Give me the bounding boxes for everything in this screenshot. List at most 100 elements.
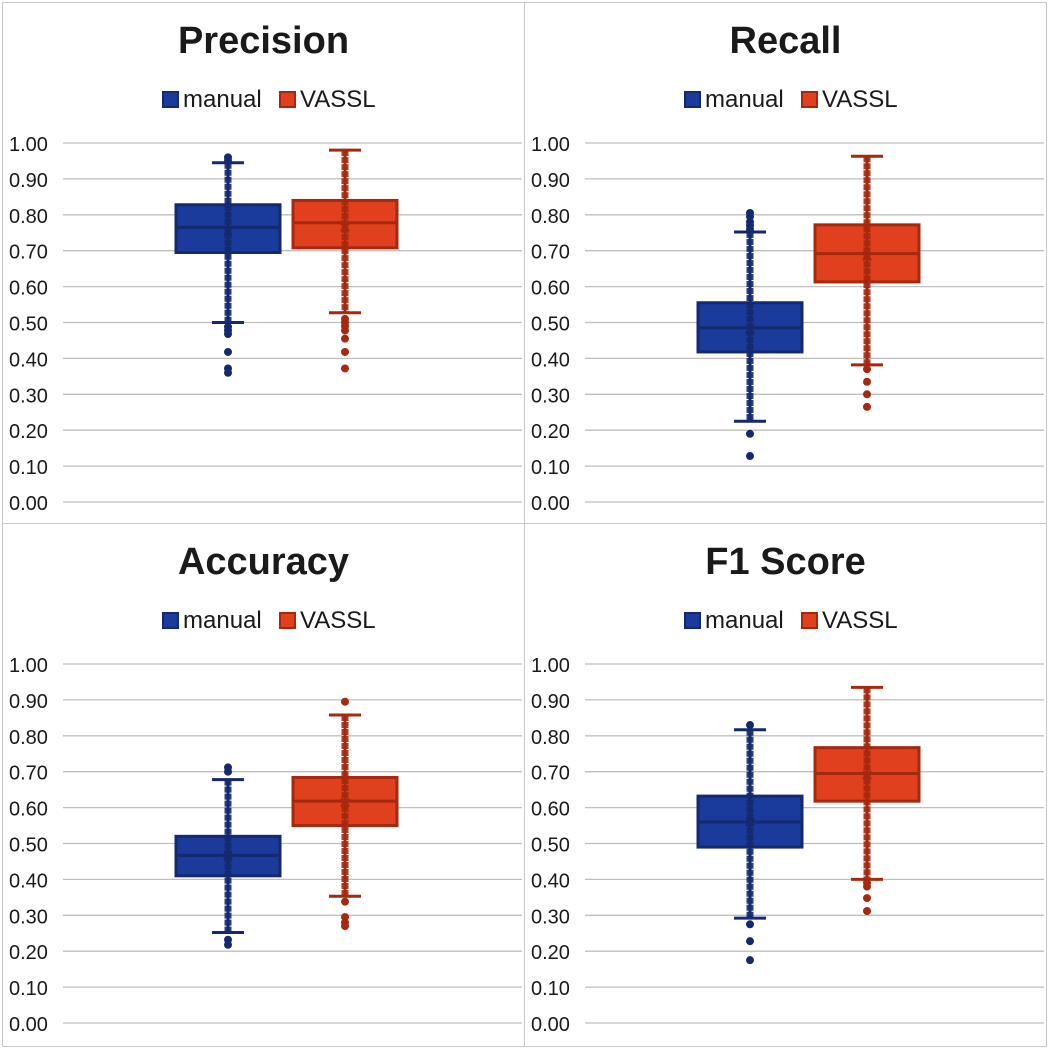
recall-chart: Recall manual VASSL 0.00 0.10 0.20 0.30 0.40 0.5… <box>531 20 1044 515</box>
box-manual <box>696 209 804 461</box>
y-tick-label: 0.20 <box>9 421 48 443</box>
y-tick-label: 0.40 <box>9 870 48 892</box>
outlier-point-vassl <box>341 697 349 706</box>
outlier-point-vassl <box>863 365 871 374</box>
outlier-point-vassl <box>341 314 349 323</box>
recall-chart-panel: Recall manual VASSL 0.00 0.10 0.20 0.30 0.40 0.5… <box>524 2 1047 524</box>
y-tick-label: 0.10 <box>531 978 570 1000</box>
legend-swatch-manual <box>162 91 179 108</box>
chart-title: Accuracy <box>178 541 349 583</box>
y-tick-label: 0.30 <box>531 906 570 928</box>
outlier-point-manual <box>224 347 232 356</box>
y-tick-label: 0.40 <box>531 870 570 892</box>
box-vassl <box>291 697 399 931</box>
outlier-point-manual <box>224 364 232 373</box>
y-tick-label: 0.20 <box>531 421 570 443</box>
y-tick-label: 0.70 <box>531 763 570 785</box>
y-tick-label: 0.10 <box>9 457 48 479</box>
y-tick-label: 0.80 <box>531 206 570 228</box>
y-tick-label: 0.50 <box>531 314 570 336</box>
y-tick-label: 0.90 <box>9 170 48 192</box>
y-tick-label: 0.70 <box>531 242 570 264</box>
f1-score-chart: F1 Score manual VASSL 0.00 0.10 0.20 0.30 0.40 0… <box>531 541 1044 1036</box>
accuracy-chart-panel: Accuracy manual VASSL 0.00 0.10 0.20 0.30 0.40 0… <box>2 523 525 1047</box>
outlier-point-manual <box>746 920 754 929</box>
f1-score-chart-panel: F1 Score manual VASSL 0.00 0.10 0.20 0.30 0.40 0… <box>524 523 1047 1047</box>
y-tick-label: 0.40 <box>531 349 570 371</box>
legend-label-vassl: VASSL <box>300 86 376 113</box>
y-tick-label: 0.60 <box>531 799 570 821</box>
outlier-point-manual <box>746 429 754 438</box>
chart-title: Recall <box>730 20 842 62</box>
y-tick-label: 0.90 <box>9 691 48 713</box>
legend-swatch-manual <box>684 91 701 108</box>
y-tick-label: 0.90 <box>531 691 570 713</box>
y-tick-label: 0.10 <box>531 457 570 479</box>
box-vassl <box>813 685 921 915</box>
box-manual <box>696 721 804 965</box>
y-tick-label: 0.10 <box>9 978 48 1000</box>
outlier-point-manual <box>746 209 754 218</box>
outlier-point-manual <box>224 935 232 944</box>
y-tick-label: 0.80 <box>9 727 48 749</box>
y-tick-label: 0.30 <box>9 385 48 407</box>
y-tick-label: 0.00 <box>531 1014 570 1036</box>
legend-swatch-vassl <box>279 91 296 108</box>
outlier-point-vassl <box>341 364 349 373</box>
outlier-point-vassl <box>863 402 871 411</box>
box-manual <box>174 153 282 377</box>
outlier-point-vassl <box>863 390 871 399</box>
legend-swatch-manual <box>684 612 701 629</box>
legend-label-vassl: VASSL <box>300 607 376 634</box>
outlier-point-vassl <box>863 906 871 915</box>
outlier-point-manual <box>746 452 754 461</box>
box-vassl <box>291 148 399 373</box>
y-tick-label: 0.20 <box>9 942 48 964</box>
chart-title: F1 Score <box>705 541 866 583</box>
chart-title: Precision <box>178 20 349 62</box>
outlier-point-vassl <box>341 347 349 356</box>
legend-swatch-vassl <box>801 612 818 629</box>
outlier-point-manual <box>224 322 232 331</box>
y-tick-label: 0.60 <box>531 278 570 300</box>
legend-label-manual: manual <box>705 607 784 634</box>
precision-chart: Precision manual VASSL 0.00 0.10 0.20 0.30 0.40… <box>9 20 522 515</box>
legend-swatch-vassl <box>279 612 296 629</box>
legend-label-manual: manual <box>183 86 262 113</box>
y-tick-label: 0.70 <box>9 242 48 264</box>
y-tick-label: 0.20 <box>531 942 570 964</box>
y-tick-label: 0.50 <box>531 835 570 857</box>
accuracy-chart: Accuracy manual VASSL 0.00 0.10 0.20 0.30 0.40 0… <box>9 541 522 1036</box>
y-tick-label: 1.00 <box>531 655 570 677</box>
legend-label-manual: manual <box>705 86 784 113</box>
legend-label-vassl: VASSL <box>822 86 898 113</box>
y-tick-label: 0.60 <box>9 799 48 821</box>
box-vassl <box>813 154 921 411</box>
y-tick-label: 0.40 <box>9 349 48 371</box>
legend-label-manual: manual <box>183 607 262 634</box>
y-tick-label: 0.80 <box>9 206 48 228</box>
legend-swatch-manual <box>162 612 179 629</box>
y-tick-label: 1.00 <box>9 655 48 677</box>
y-tick-label: 0.60 <box>9 278 48 300</box>
precision-chart-panel: Precision manual VASSL 0.00 0.10 0.20 0.30 0.40… <box>2 2 525 524</box>
y-tick-label: 0.90 <box>531 170 570 192</box>
y-tick-label: 0.00 <box>9 1014 48 1036</box>
outlier-point-manual <box>746 937 754 946</box>
outlier-point-manual <box>224 763 232 772</box>
y-tick-label: 0.50 <box>9 835 48 857</box>
y-tick-label: 0.00 <box>531 493 570 515</box>
outlier-point-vassl <box>863 377 871 386</box>
y-tick-label: 0.00 <box>9 493 48 515</box>
y-tick-label: 1.00 <box>531 134 570 156</box>
outlier-point-vassl <box>863 894 871 903</box>
outlier-point-vassl <box>341 897 349 906</box>
outlier-point-vassl <box>341 334 349 343</box>
outlier-point-vassl <box>863 878 871 887</box>
y-tick-label: 0.70 <box>9 763 48 785</box>
y-tick-label: 0.50 <box>9 314 48 336</box>
legend-label-vassl: VASSL <box>822 607 898 634</box>
y-tick-label: 0.30 <box>531 385 570 407</box>
outlier-point-manual <box>746 721 754 730</box>
